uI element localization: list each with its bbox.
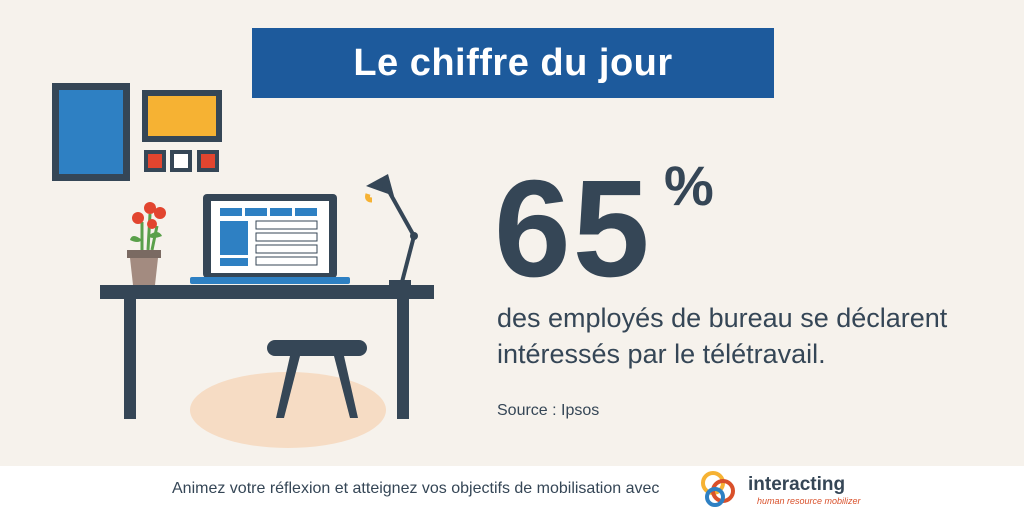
stool-icon (267, 340, 367, 418)
page-title: Le chiffre du jour (353, 41, 673, 84)
interacting-logo-icon[interactable] (697, 469, 743, 509)
laptop-icon (190, 194, 350, 284)
stat-description: des employés de bureau se déclarent inté… (497, 303, 948, 369)
flower-pot-icon (127, 202, 166, 285)
rug (190, 372, 386, 448)
desk-lamp-icon (365, 174, 418, 286)
picture-frame-icon (52, 83, 130, 181)
office-illustration (52, 83, 434, 448)
stat-source: Source : Ipsos (497, 402, 600, 419)
title-banner: Le chiffre du jour (252, 28, 774, 98)
footer: Animez votre réflexion et atteignez vos … (0, 466, 1024, 512)
stat-value: 65 (494, 152, 652, 306)
stat-unit: % (664, 154, 714, 217)
small-frames-icon (144, 150, 219, 172)
brand-name[interactable]: interacting (748, 474, 846, 495)
desk-icon (100, 285, 434, 419)
footer-text: Animez votre réflexion et atteignez vos … (172, 480, 660, 497)
picture-frame-orange-icon (142, 90, 222, 142)
brand-tagline: human resource mobilizer (757, 496, 861, 506)
